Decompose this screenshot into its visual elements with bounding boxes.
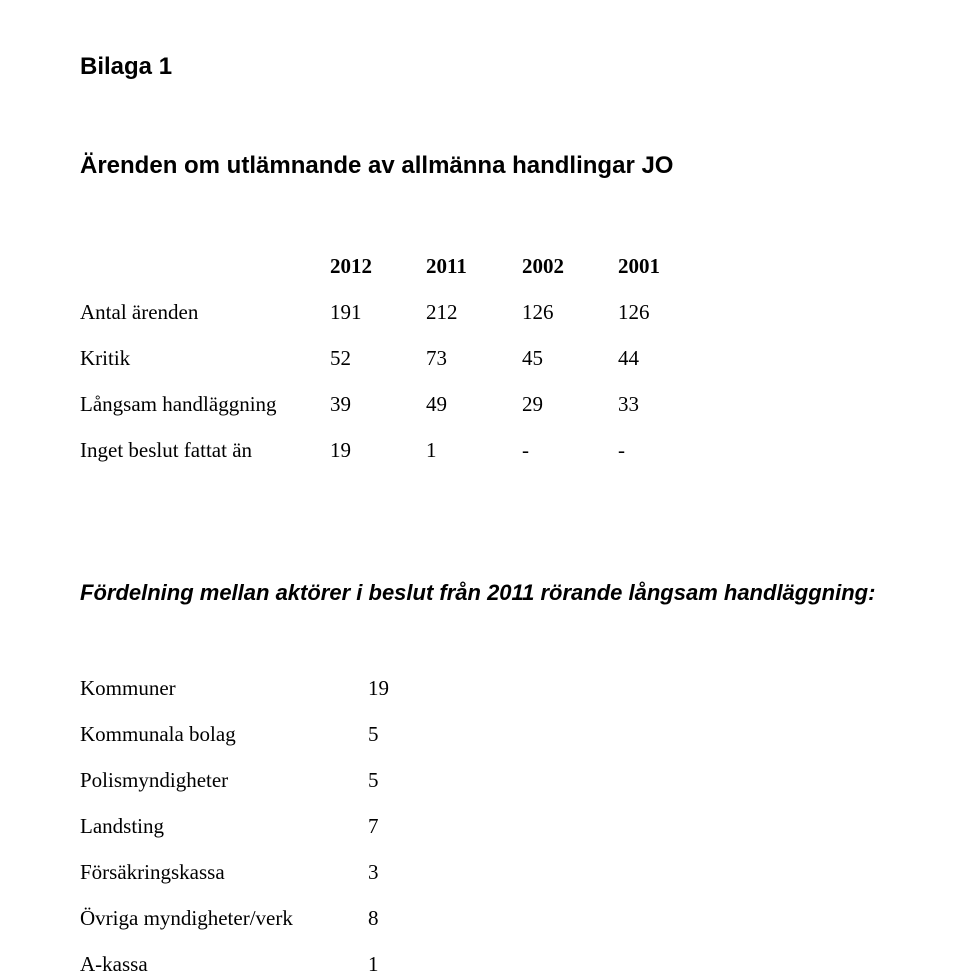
row-label: Långsam handläggning [80,374,330,420]
table-row: Kommunala bolag 5 [80,704,428,750]
table-header: 2002 [522,236,618,282]
cell: 49 [426,374,522,420]
cell: 52 [330,328,426,374]
row-label: Antal ärenden [80,282,330,328]
table-main: 2012 2011 2002 2001 Antal ärenden 191 21… [80,236,714,466]
cell: 5 [368,704,428,750]
cell: - [522,420,618,466]
row-label: Kommuner [80,658,368,704]
distribution-heading: Fördelning mellan aktörer i beslut från … [80,576,880,610]
row-label: Polismyndigheter [80,750,368,796]
cell: 5 [368,750,428,796]
cell: 126 [618,282,714,328]
table-row: Kritik 52 73 45 44 [80,328,714,374]
cell: 8 [368,888,428,934]
cell: 3 [368,842,428,888]
table-row: A-kassa 1 [80,934,428,980]
section-title: Ärenden om utlämnande av allmänna handli… [80,147,880,184]
cell: 1 [426,420,522,466]
table-row: Kommuner 19 [80,658,428,704]
row-label: Kritik [80,328,330,374]
row-label: Försäkringskassa [80,842,368,888]
table-row: Övriga myndigheter/verk 8 [80,888,428,934]
row-label: Inget beslut fattat än [80,420,330,466]
table-header-row: 2012 2011 2002 2001 [80,236,714,282]
table-header: 2011 [426,236,522,282]
cell: 212 [426,282,522,328]
cell: 191 [330,282,426,328]
table-row: Landsting 7 [80,796,428,842]
appendix-title: Bilaga 1 [80,48,880,85]
cell: 44 [618,328,714,374]
table-header: 2001 [618,236,714,282]
page: Bilaga 1 Ärenden om utlämnande av allmän… [0,0,960,937]
cell: 126 [522,282,618,328]
table-row: Försäkringskassa 3 [80,842,428,888]
table-header-blank [80,236,330,282]
cell: 45 [522,328,618,374]
cell: 39 [330,374,426,420]
table-row: Polismyndigheter 5 [80,750,428,796]
cell: 7 [368,796,428,842]
row-label: Landsting [80,796,368,842]
cell: - [618,420,714,466]
table-row: Inget beslut fattat än 19 1 - - [80,420,714,466]
cell: 73 [426,328,522,374]
row-label: A-kassa [80,934,368,980]
table-distribution: Kommuner 19 Kommunala bolag 5 Polismyndi… [80,658,428,980]
cell: 1 [368,934,428,980]
cell: 19 [368,658,428,704]
table-row: Långsam handläggning 39 49 29 33 [80,374,714,420]
cell: 29 [522,374,618,420]
row-label: Kommunala bolag [80,704,368,750]
table-header: 2012 [330,236,426,282]
row-label: Övriga myndigheter/verk [80,888,368,934]
cell: 33 [618,374,714,420]
cell: 19 [330,420,426,466]
table-row: Antal ärenden 191 212 126 126 [80,282,714,328]
